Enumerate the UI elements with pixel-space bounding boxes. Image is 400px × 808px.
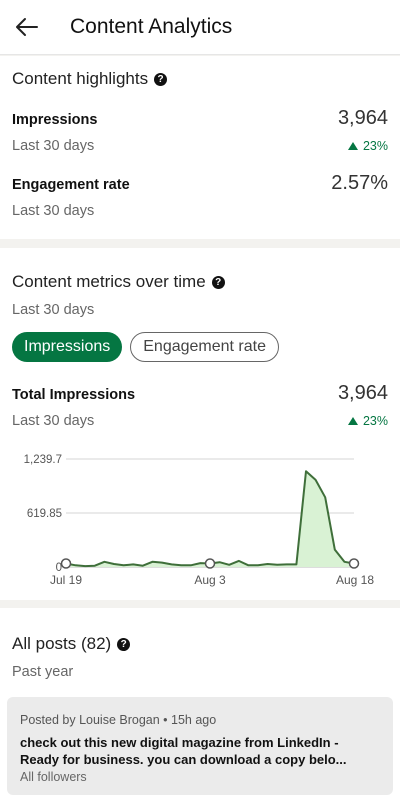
help-icon[interactable]: ?	[117, 637, 131, 651]
y-tick-label: 0	[56, 562, 62, 574]
chart-point[interactable]	[60, 558, 72, 569]
help-icon[interactable]: ?	[211, 275, 225, 289]
impressions-value: 3,964	[337, 107, 388, 129]
help-icon[interactable]: ?	[154, 72, 168, 86]
chart-point[interactable]	[204, 558, 216, 569]
total-impressions-delta: 23%	[347, 414, 388, 428]
posts-title-text: All posts (82)	[12, 634, 112, 653]
engagement-label: Engagement rate	[12, 177, 130, 193]
post-audience: All followers	[20, 770, 87, 784]
back-button[interactable]	[0, 0, 54, 54]
y-tick-label: 1,239.7	[24, 454, 62, 466]
total-impressions-label: Total Impressions	[12, 387, 136, 403]
post-card[interactable]: Posted by Louise Brogan • 15h ago check …	[7, 697, 393, 795]
impressions-delta-value: 23%	[362, 139, 388, 153]
page-title: Content Analytics	[70, 15, 233, 38]
posts-title: All posts (82) ?	[12, 634, 388, 654]
chart-point[interactable]	[348, 558, 360, 569]
highlights-title: Content highlights ?	[12, 69, 388, 89]
up-arrow-icon	[347, 142, 358, 150]
content-metrics-section: Content metrics over time ? Last 30 days…	[0, 248, 400, 600]
total-impressions-delta-value: 23%	[362, 414, 388, 428]
x-tick-label: Jul 19	[50, 573, 82, 587]
impressions-row: Impressions 3,964	[12, 107, 388, 130]
impressions-delta: 23%	[347, 139, 388, 153]
up-arrow-icon	[347, 417, 358, 425]
engagement-value: 2.57%	[331, 172, 388, 194]
post-text: check out this new digital magazine from…	[20, 735, 347, 767]
post-meta: Posted by Louise Brogan • 15h ago	[20, 713, 217, 727]
metric-tabs: Impressions Engagement rate	[12, 332, 388, 362]
impressions-period: Last 30 days	[12, 138, 95, 154]
posts-period: Past year	[12, 664, 74, 680]
impressions-sub-row: Last 30 days 23%	[12, 138, 388, 154]
y-tick-label: 619.85	[27, 508, 62, 520]
impressions-label: Impressions	[12, 112, 98, 128]
highlights-title-text: Content highlights	[12, 69, 149, 88]
metrics-title-text: Content metrics over time	[12, 272, 206, 291]
engagement-row: Engagement rate 2.57%	[12, 172, 388, 195]
all-posts-section: All posts (82) ? Past year Posted by Lou…	[0, 608, 400, 808]
total-impressions-sub-row: Last 30 days 23%	[12, 413, 388, 429]
engagement-period: Last 30 days	[12, 203, 95, 219]
metrics-period: Last 30 days	[12, 302, 95, 318]
total-impressions-period: Last 30 days	[12, 413, 95, 429]
total-impressions-value: 3,964	[337, 382, 388, 404]
total-impressions-row: Total Impressions 3,964	[12, 382, 388, 405]
impressions-chart: 1,239.7 619.85 0 Jul 19 Aug 3 Aug 18	[24, 454, 375, 587]
content-highlights-section: Content highlights ? Impressions 3,964 L…	[0, 56, 400, 239]
x-tick-label: Aug 18	[336, 573, 374, 587]
chart-area	[66, 471, 354, 567]
app-header: Content Analytics	[0, 0, 400, 55]
tab-engagement-rate[interactable]: Engagement rate	[130, 332, 279, 362]
x-tick-label: Aug 3	[194, 573, 226, 587]
metrics-title: Content metrics over time ?	[12, 272, 388, 292]
tab-impressions[interactable]: Impressions	[12, 332, 123, 362]
back-arrow-icon	[16, 18, 38, 36]
engagement-sub-row: Last 30 days	[12, 203, 388, 219]
